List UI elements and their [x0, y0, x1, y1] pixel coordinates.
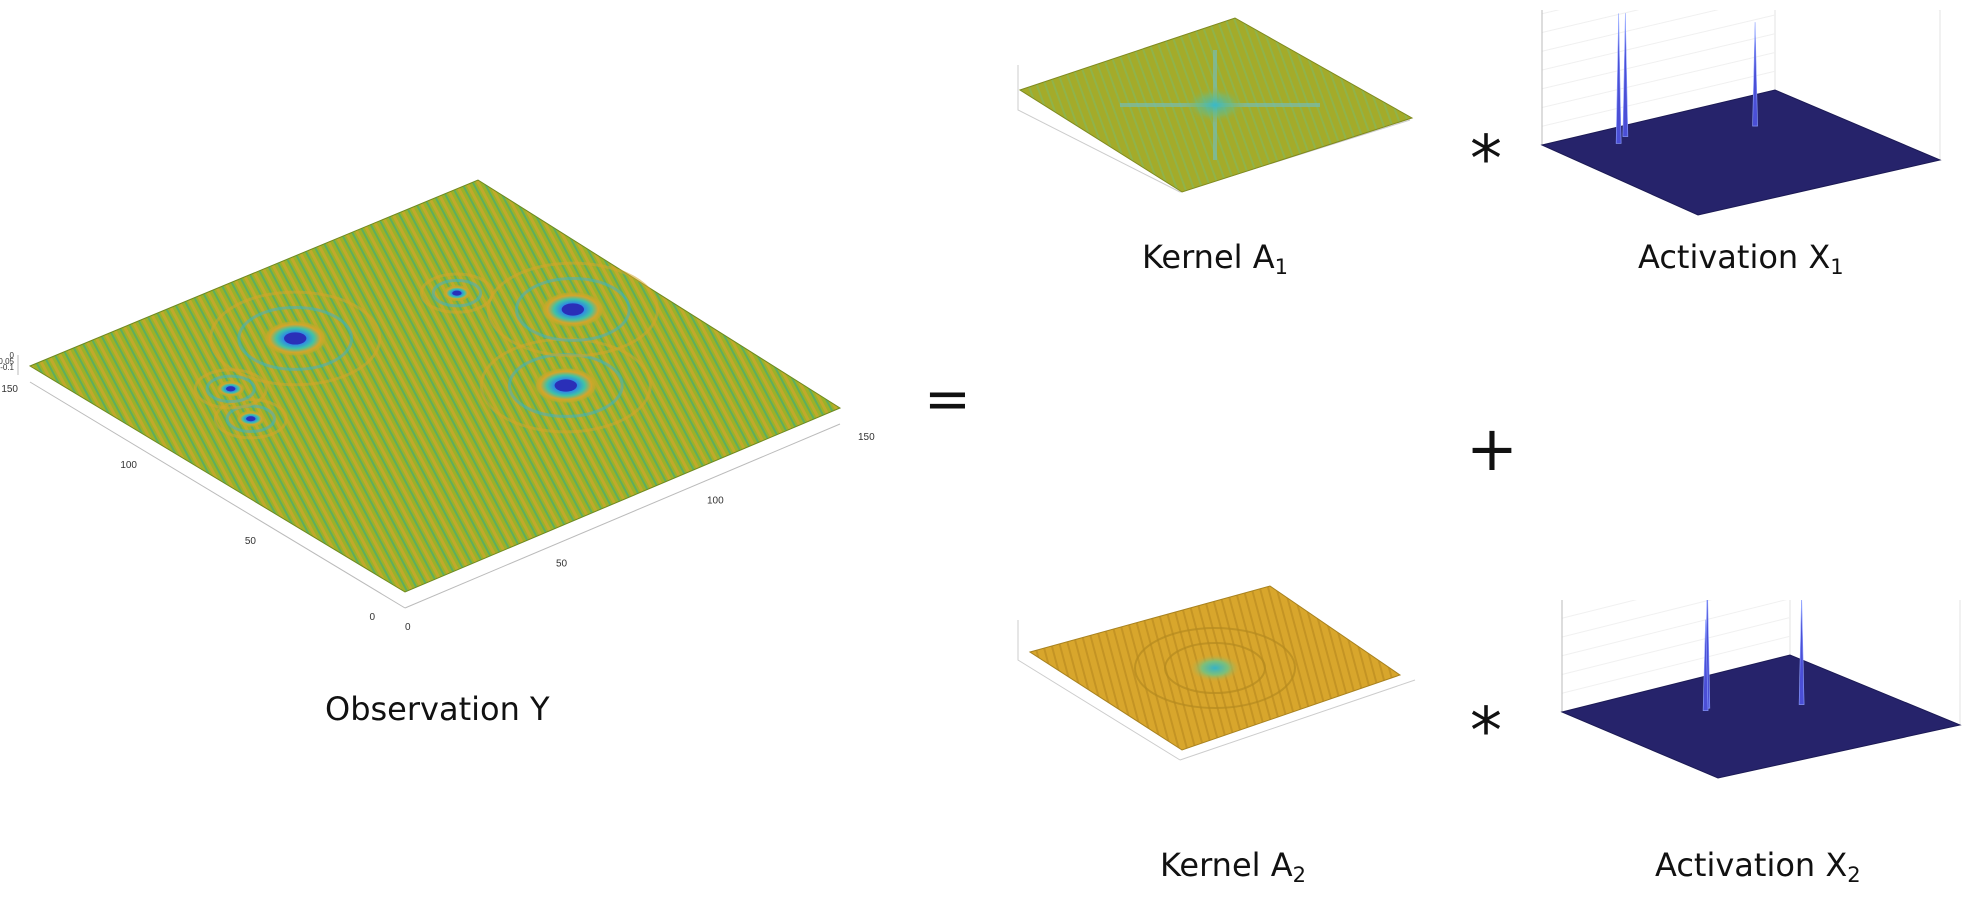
observation-caption: Observation Y — [325, 690, 550, 728]
activation-2-plot — [1560, 600, 1962, 779]
observation-surface — [28, 179, 842, 593]
activation-2-caption: Activation X2 — [1655, 846, 1861, 887]
crater — [486, 261, 659, 358]
x-tick-label: 0 — [405, 622, 411, 633]
equals-sign: = — [924, 367, 971, 432]
kernel-1-surface-plot — [1017, 17, 1414, 193]
activation-spike — [1622, 13, 1629, 137]
crater — [193, 368, 268, 410]
activation-1-caption: Activation X1 — [1638, 238, 1844, 279]
activation-spike — [1615, 13, 1622, 144]
y-tick-label: 150 — [1, 384, 18, 395]
y-tick-label: 0 — [369, 612, 375, 623]
activation-spike — [1752, 22, 1758, 127]
x-tick-label: 100 — [707, 495, 724, 506]
x-tick-label: 150 — [858, 432, 875, 443]
kernel-2-caption: Kernel A2 — [1160, 846, 1306, 887]
z-tick-label: -0.1 — [0, 363, 14, 372]
observation-craters — [193, 261, 659, 440]
kernel-2-surface-plot — [1017, 585, 1416, 761]
activation-spike — [1798, 600, 1805, 705]
crater — [209, 290, 382, 387]
activation-floor — [1560, 654, 1962, 779]
y-tick-label: 100 — [120, 460, 137, 471]
activation-spike — [1702, 619, 1709, 711]
activation-1-plot — [1540, 10, 1942, 216]
y-tick-label: 50 — [245, 536, 257, 547]
activation-floor — [1540, 89, 1942, 216]
plus-sign: + — [1466, 412, 1518, 485]
z-tick-label: 0 — [10, 351, 15, 360]
observation-axes — [17, 355, 841, 609]
conv-operator-1: * — [1470, 123, 1502, 197]
z-tick-label: -0.05 — [0, 357, 15, 366]
kernel-1-caption: Kernel A1 — [1142, 238, 1288, 279]
conv-operator-2: * — [1470, 695, 1502, 769]
crater — [479, 337, 652, 434]
x-tick-label: 50 — [556, 559, 568, 570]
crater — [419, 272, 494, 314]
